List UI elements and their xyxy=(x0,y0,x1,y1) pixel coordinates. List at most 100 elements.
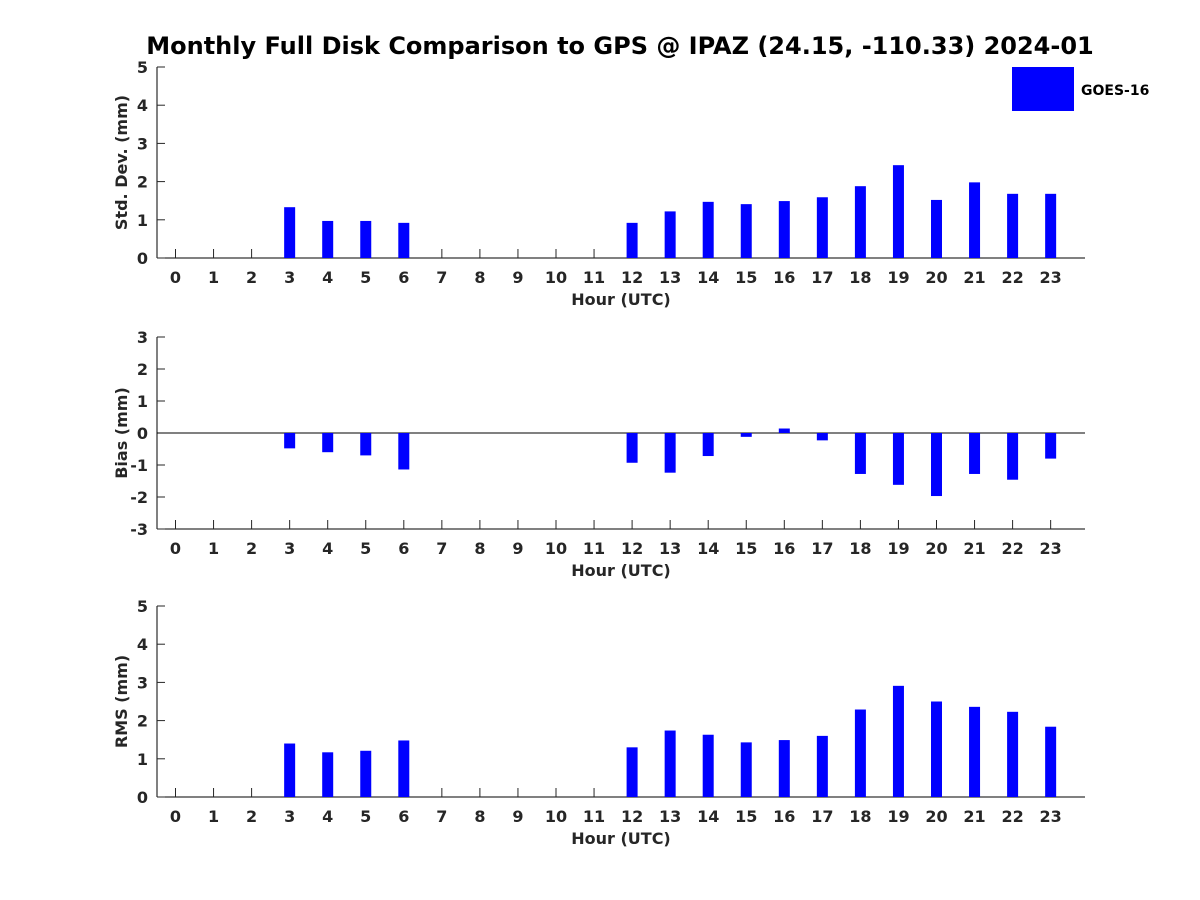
bar xyxy=(854,433,866,474)
x-tick-label: 23 xyxy=(1040,807,1062,826)
y-tick-label: 1 xyxy=(137,750,148,769)
x-tick-label: 17 xyxy=(811,807,833,826)
bar xyxy=(664,433,676,473)
x-tick-label: 4 xyxy=(322,539,333,558)
bar xyxy=(702,433,714,457)
x-tick-label: 19 xyxy=(887,807,909,826)
bar xyxy=(969,433,981,474)
x-tick-label: 8 xyxy=(474,807,485,826)
x-tick-label: 2 xyxy=(246,539,257,558)
x-tick-label: 9 xyxy=(512,539,523,558)
bar xyxy=(1007,193,1019,258)
x-tick-label: 16 xyxy=(773,807,795,826)
x-tick-label: 5 xyxy=(360,268,371,287)
x-tick-label: 1 xyxy=(208,268,219,287)
x-tick-label: 10 xyxy=(545,539,567,558)
legend-label: GOES-16 xyxy=(1081,83,1149,99)
x-tick-label: 1 xyxy=(208,807,219,826)
x-tick-label: 22 xyxy=(1001,807,1023,826)
bar xyxy=(854,186,866,258)
x-tick-label: 18 xyxy=(849,268,871,287)
y-tick-label: -1 xyxy=(130,456,148,475)
bar xyxy=(360,750,372,797)
x-tick-label: 9 xyxy=(512,268,523,287)
bar xyxy=(931,433,942,497)
legend-swatch xyxy=(1012,67,1074,111)
x-tick-label: 23 xyxy=(1040,539,1062,558)
x-tick-label: 11 xyxy=(583,268,605,287)
y-tick-label: 0 xyxy=(137,249,148,268)
bar xyxy=(626,433,638,463)
bar xyxy=(892,685,904,797)
bar xyxy=(854,709,866,797)
bar xyxy=(1045,726,1057,797)
x-tick-label: 15 xyxy=(735,539,757,558)
bar xyxy=(284,433,296,449)
x-tick-label: 6 xyxy=(398,807,409,826)
x-tick-label: 7 xyxy=(436,539,447,558)
x-tick-label: 20 xyxy=(925,807,947,826)
x-tick-label: 19 xyxy=(887,539,909,558)
bar xyxy=(931,199,942,258)
x-tick-label: 12 xyxy=(621,268,643,287)
y-tick-label: 3 xyxy=(137,134,148,153)
x-tick-label: 14 xyxy=(697,539,719,558)
x-tick-label: 19 xyxy=(887,268,909,287)
x-tick-label: 8 xyxy=(474,268,485,287)
bar xyxy=(664,211,676,258)
x-axis-label: Hour (UTC) xyxy=(571,561,671,580)
y-tick-label: -3 xyxy=(130,520,148,539)
y-axis-label: Bias (mm) xyxy=(112,387,131,479)
x-tick-label: 10 xyxy=(545,807,567,826)
x-axis-label: Hour (UTC) xyxy=(571,829,671,848)
y-axis-label: Std. Dev. (mm) xyxy=(112,95,131,230)
bar xyxy=(322,752,334,797)
x-tick-label: 23 xyxy=(1040,268,1062,287)
bar xyxy=(778,428,790,433)
bar xyxy=(778,740,790,797)
x-tick-label: 17 xyxy=(811,539,833,558)
x-tick-label: 17 xyxy=(811,268,833,287)
y-tick-label: 4 xyxy=(137,635,148,654)
x-tick-label: 2 xyxy=(246,807,257,826)
bar xyxy=(969,706,981,797)
bar xyxy=(778,201,790,258)
x-tick-label: 7 xyxy=(436,268,447,287)
x-tick-label: 0 xyxy=(170,539,181,558)
bar xyxy=(816,735,828,797)
bar xyxy=(702,734,714,797)
x-tick-label: 21 xyxy=(963,807,985,826)
bar xyxy=(892,433,904,485)
bar xyxy=(322,433,334,453)
y-tick-label: 1 xyxy=(137,211,148,230)
y-tick-label: -2 xyxy=(130,488,148,507)
x-tick-label: 12 xyxy=(621,539,643,558)
x-tick-label: 3 xyxy=(284,807,295,826)
x-tick-label: 20 xyxy=(925,268,947,287)
bar xyxy=(740,742,752,797)
x-tick-label: 22 xyxy=(1001,539,1023,558)
x-tick-label: 1 xyxy=(208,539,219,558)
x-tick-label: 18 xyxy=(849,807,871,826)
chart-title: Monthly Full Disk Comparison to GPS @ IP… xyxy=(146,32,1094,60)
y-tick-label: 2 xyxy=(137,360,148,379)
x-tick-label: 4 xyxy=(322,268,333,287)
x-tick-label: 12 xyxy=(621,807,643,826)
y-tick-label: 2 xyxy=(137,712,148,731)
y-tick-label: 5 xyxy=(137,597,148,616)
legend: GOES-16 xyxy=(1012,67,1149,111)
x-tick-label: 22 xyxy=(1001,268,1023,287)
bar xyxy=(702,201,714,258)
y-axis-label: RMS (mm) xyxy=(112,655,131,748)
bar xyxy=(1045,433,1057,459)
x-tick-label: 7 xyxy=(436,807,447,826)
bar xyxy=(398,740,410,797)
x-axis-label: Hour (UTC) xyxy=(571,290,671,309)
x-tick-label: 21 xyxy=(963,539,985,558)
bar xyxy=(816,433,828,441)
y-tick-label: 0 xyxy=(137,424,148,443)
